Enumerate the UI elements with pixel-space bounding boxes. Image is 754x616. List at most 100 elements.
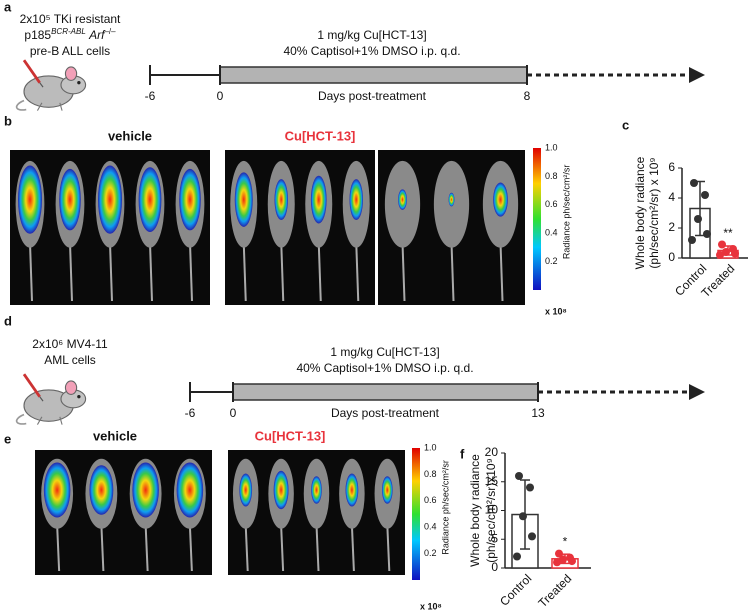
timeline-tick-label: 0 xyxy=(230,406,237,420)
mouse-tail xyxy=(386,524,391,572)
mouse-tail xyxy=(355,242,360,302)
mouse-tail xyxy=(188,524,193,572)
text-segment: BCR-ABL xyxy=(51,27,86,36)
y-tick-label: 10 xyxy=(485,503,499,517)
colorbar-unit: x 10⁸ xyxy=(545,306,567,316)
mouse-tail xyxy=(149,242,153,302)
panel-label: d xyxy=(4,313,12,328)
treatment-bar xyxy=(232,383,539,401)
mouse-tail xyxy=(350,524,355,572)
colorbar-tick-label: 0.8 xyxy=(424,469,437,479)
mouse-tail xyxy=(450,242,455,302)
data-point xyxy=(559,555,567,564)
text-segment: p185 xyxy=(24,28,51,42)
mouse-tail xyxy=(401,242,406,302)
y-axis-label: (ph/sec/cm²/sr)x10⁹ xyxy=(484,458,498,563)
data-point xyxy=(519,512,527,521)
signal xyxy=(98,165,122,234)
signal xyxy=(43,462,71,518)
colorbar-tick-label: 0.6 xyxy=(545,199,558,209)
significance-label: * xyxy=(563,534,568,548)
colorbar-unit: x 10⁸ xyxy=(420,601,442,611)
data-point xyxy=(528,532,536,541)
group-label: vehicle xyxy=(108,128,152,143)
signal xyxy=(176,462,204,518)
colorbar-tick-label: 1.0 xyxy=(424,442,437,452)
signal xyxy=(310,175,327,224)
signal xyxy=(89,465,114,515)
data-point xyxy=(568,557,576,566)
x-tick-label: Control xyxy=(497,571,534,608)
data-point xyxy=(688,236,696,244)
cell-label: 2x10⁶ MV4-11 xyxy=(32,337,108,351)
y-tick-label: 5 xyxy=(491,531,498,545)
signal xyxy=(381,476,393,504)
timeline-axis-label: Days post-treatment xyxy=(318,89,427,103)
signal xyxy=(273,470,289,510)
data-point xyxy=(513,552,521,561)
panel-label: f xyxy=(460,446,465,461)
y-tick-label: 0 xyxy=(491,560,498,574)
treatment-label: 40% Captisol+1% DMSO i.p. q.d. xyxy=(296,361,473,375)
mouse-icon xyxy=(15,58,88,113)
timeline-tick-label: 8 xyxy=(524,89,531,103)
treatment-label: 1 mg/kg Cu[HCT-13] xyxy=(330,345,439,359)
data-point xyxy=(694,215,702,223)
cell-label: pre-B ALL cells xyxy=(30,44,110,58)
panel-label: b xyxy=(4,113,12,128)
timeline-tick-label: 0 xyxy=(217,89,224,103)
panel-label: c xyxy=(622,117,629,132)
mouse-tail xyxy=(109,242,113,302)
signal xyxy=(349,179,363,221)
mouse-tail xyxy=(499,242,504,302)
group-label: vehicle xyxy=(93,428,137,443)
y-tick-label: 15 xyxy=(485,474,499,488)
timeline-axis-label: Days post-treatment xyxy=(331,406,440,420)
data-point xyxy=(690,179,698,187)
cell-label: AML cells xyxy=(44,353,96,367)
text-segment: –/– xyxy=(104,27,116,36)
cell-label: 2x10⁵ TKi resistant xyxy=(20,12,121,26)
signal xyxy=(239,473,253,507)
treatment-label: 1 mg/kg Cu[HCT-13] xyxy=(317,28,426,42)
colorbar-tick-label: 0.4 xyxy=(424,522,437,532)
signal xyxy=(234,172,253,227)
text-segment: Arf xyxy=(88,28,106,42)
mouse-tail xyxy=(29,242,33,302)
mouse-tail xyxy=(280,524,285,572)
timeline-tick-label: -6 xyxy=(185,406,196,420)
data-point xyxy=(553,558,561,567)
y-tick-label: 4 xyxy=(668,190,675,204)
signal xyxy=(311,476,322,504)
data-point xyxy=(526,483,534,492)
signal xyxy=(59,168,81,231)
timeline-tick-label: -6 xyxy=(145,89,156,103)
y-axis-label: Whole body radiance xyxy=(633,156,647,269)
data-point xyxy=(515,472,523,480)
mouse-tail xyxy=(69,242,73,302)
x-tick-label: Treated xyxy=(536,571,575,610)
treatment-bar xyxy=(219,66,528,84)
y-tick-label: 20 xyxy=(485,445,499,459)
y-tick-label: 6 xyxy=(668,160,675,174)
data-point xyxy=(731,249,739,258)
colorbar-label: Radiance ph/sec/cm²/sr xyxy=(440,460,450,555)
data-point xyxy=(701,191,709,199)
data-point xyxy=(703,230,711,238)
timeline-tick-label: 13 xyxy=(531,406,545,420)
mouse-tail xyxy=(56,524,61,572)
signal xyxy=(345,473,359,507)
signal xyxy=(493,182,508,217)
arrow-head xyxy=(689,67,705,83)
mouse-tail xyxy=(144,524,149,572)
colorbar-label: Radiance ph/sec/cm²/sr xyxy=(561,165,571,260)
signal xyxy=(274,179,288,221)
y-axis-label: (ph/sec/cm²/sr) x 10⁹ xyxy=(647,157,661,268)
colorbar xyxy=(533,148,541,290)
mouse-tail xyxy=(244,524,249,572)
mouse-tail xyxy=(280,242,285,302)
signal xyxy=(18,165,42,234)
mouse-tail xyxy=(315,524,320,572)
colorbar-tick-label: 0.8 xyxy=(545,171,558,181)
